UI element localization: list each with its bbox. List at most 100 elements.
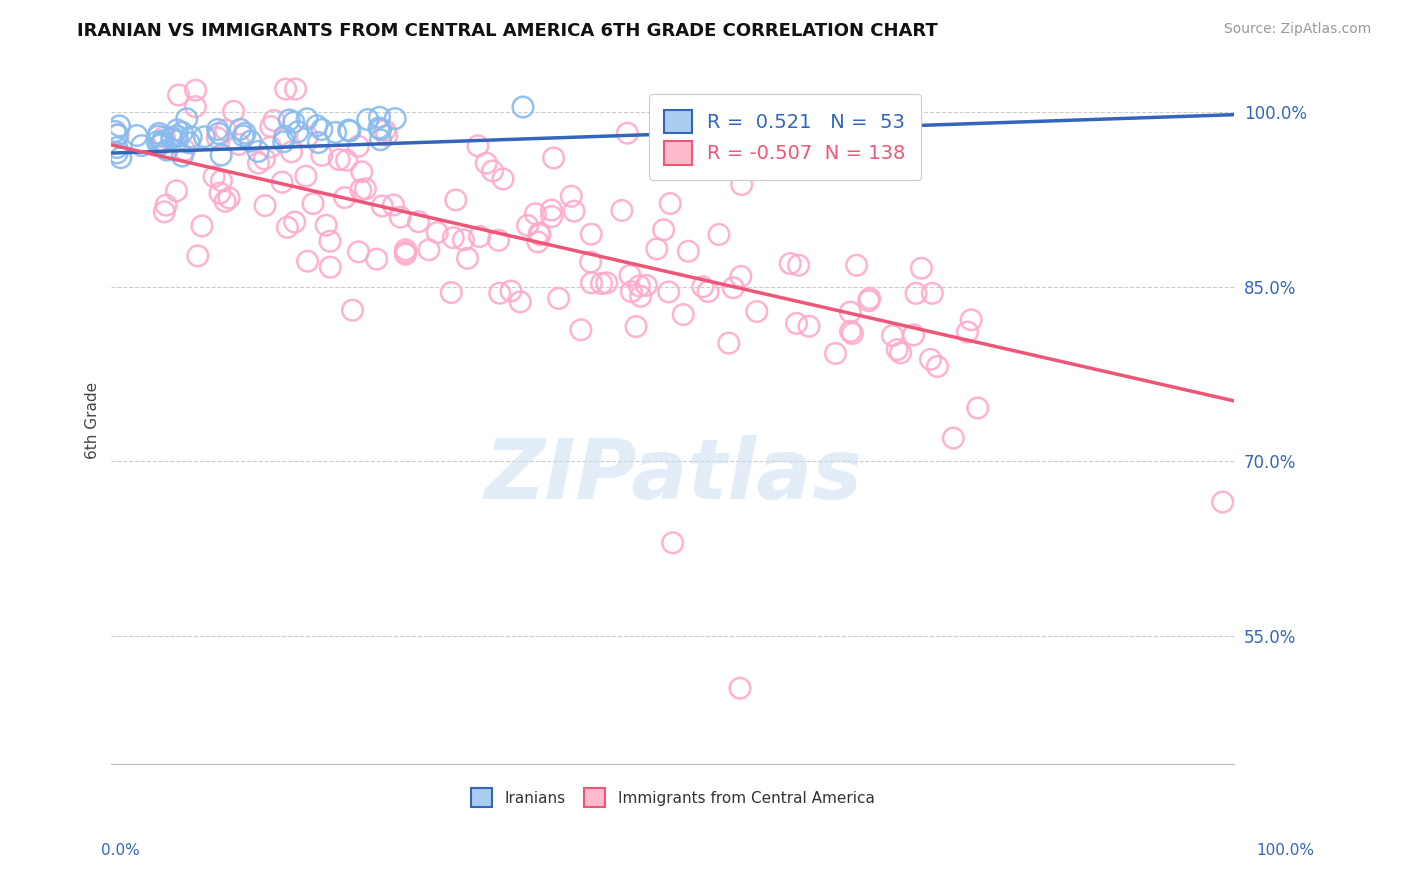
Point xyxy=(499,284,522,298)
Point xyxy=(350,183,373,197)
Point xyxy=(384,112,406,126)
Text: IRANIAN VS IMMIGRANTS FROM CENTRAL AMERICA 6TH GRADE CORRELATION CHART: IRANIAN VS IMMIGRANTS FROM CENTRAL AMERI… xyxy=(77,22,938,40)
Point xyxy=(208,127,231,141)
Point xyxy=(347,244,370,259)
Point xyxy=(468,229,491,244)
Point xyxy=(375,128,398,143)
Point xyxy=(745,304,768,318)
Point xyxy=(562,204,585,219)
Point xyxy=(350,165,373,179)
Point xyxy=(278,112,301,127)
Point xyxy=(222,104,245,119)
Point xyxy=(481,164,503,178)
Point xyxy=(253,152,276,166)
Point xyxy=(184,83,207,97)
Point xyxy=(488,286,510,301)
Point xyxy=(328,153,350,167)
Point xyxy=(105,128,128,142)
Point xyxy=(512,100,534,114)
Point xyxy=(307,136,329,150)
Point xyxy=(787,258,810,272)
Point xyxy=(233,126,256,140)
Point xyxy=(229,122,252,136)
Point xyxy=(540,202,562,217)
Point xyxy=(839,305,862,319)
Point xyxy=(150,136,173,150)
Point xyxy=(440,285,463,300)
Point xyxy=(105,140,128,154)
Point xyxy=(636,278,658,293)
Point xyxy=(658,285,681,299)
Point xyxy=(678,244,700,259)
Point xyxy=(339,124,361,138)
Point xyxy=(259,140,281,154)
Point xyxy=(492,172,515,186)
Point xyxy=(579,255,602,269)
Point xyxy=(193,129,215,144)
Point xyxy=(104,124,127,138)
Point xyxy=(208,186,231,200)
Point xyxy=(659,196,682,211)
Point xyxy=(336,153,359,168)
Point xyxy=(672,308,695,322)
Point xyxy=(890,346,912,360)
Point xyxy=(526,235,548,249)
Point xyxy=(389,210,412,224)
Point xyxy=(205,130,228,145)
Point xyxy=(179,136,201,150)
Point xyxy=(444,193,467,207)
Point xyxy=(786,317,808,331)
Point xyxy=(150,136,173,151)
Legend: Iranians, Immigrants from Central America: Iranians, Immigrants from Central Americ… xyxy=(463,780,882,814)
Point xyxy=(148,127,170,141)
Point xyxy=(297,129,319,144)
Point xyxy=(374,123,396,137)
Point xyxy=(125,128,148,143)
Point xyxy=(263,113,285,128)
Point xyxy=(418,243,440,257)
Point xyxy=(297,254,319,268)
Point xyxy=(529,227,551,241)
Point xyxy=(214,123,236,137)
Point xyxy=(371,199,394,213)
Point xyxy=(591,277,613,291)
Point xyxy=(357,112,380,127)
Point xyxy=(426,226,449,240)
Point xyxy=(274,82,297,96)
Point xyxy=(160,130,183,145)
Point xyxy=(628,279,651,293)
Point xyxy=(295,169,318,183)
Point xyxy=(595,276,617,290)
Point xyxy=(488,233,510,247)
Point xyxy=(302,196,325,211)
Point xyxy=(325,125,347,139)
Point xyxy=(209,148,232,162)
Point xyxy=(524,207,547,221)
Point xyxy=(457,252,479,266)
Point xyxy=(333,190,356,204)
Point xyxy=(287,125,309,139)
Point xyxy=(271,175,294,189)
Point xyxy=(180,129,202,144)
Point xyxy=(858,293,880,308)
Point xyxy=(172,149,194,163)
Point xyxy=(839,324,862,338)
Point xyxy=(366,252,388,267)
Point xyxy=(516,219,538,233)
Point xyxy=(107,128,129,142)
Point xyxy=(146,135,169,149)
Point xyxy=(166,123,188,137)
Point xyxy=(347,139,370,153)
Point xyxy=(191,219,214,233)
Point xyxy=(148,138,170,153)
Point xyxy=(382,198,405,212)
Point xyxy=(841,326,863,341)
Point xyxy=(311,148,333,162)
Point xyxy=(305,119,328,133)
Point xyxy=(616,126,638,140)
Point xyxy=(569,323,592,337)
Point xyxy=(228,137,250,152)
Point xyxy=(956,325,979,339)
Point xyxy=(173,143,195,157)
Point xyxy=(824,346,846,360)
